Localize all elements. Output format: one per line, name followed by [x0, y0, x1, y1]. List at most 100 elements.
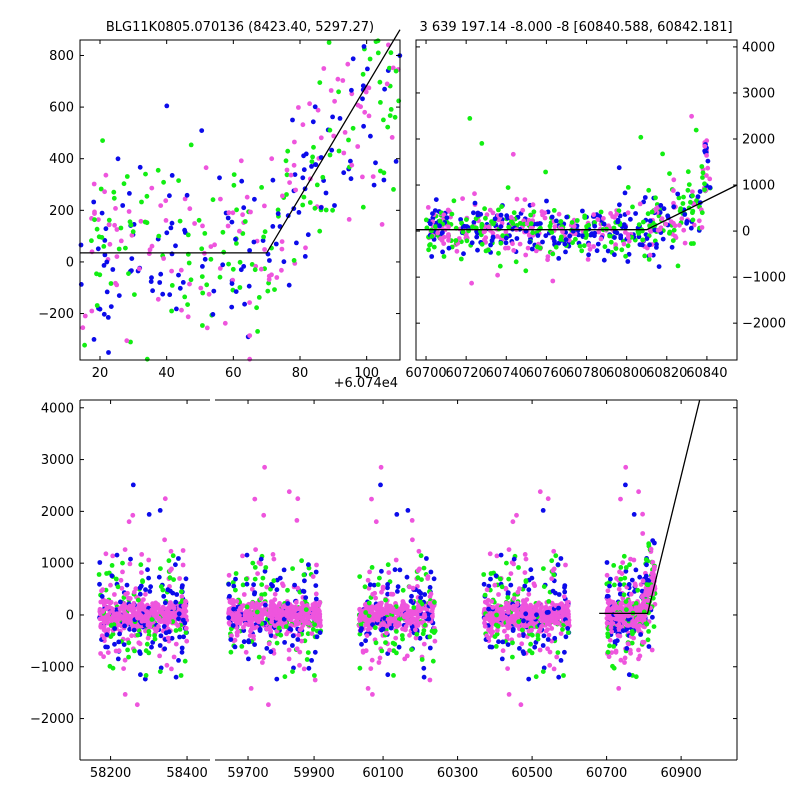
bottom-full-lightcurve-panel: 58200 58400 59700 59900 60100 60300 60500 60700…	[30, 399, 738, 781]
data-point-green	[144, 193, 150, 199]
data-point-green	[312, 673, 317, 678]
data-point-blue	[382, 86, 387, 92]
data-point-green	[252, 267, 258, 273]
data-point-green	[204, 282, 210, 288]
data-point-pink	[606, 614, 612, 620]
data-point-blue	[564, 214, 570, 220]
data-point-pink	[502, 605, 507, 611]
data-point-pink	[126, 519, 132, 525]
data-point-pink	[176, 607, 182, 613]
data-point-blue	[471, 210, 476, 216]
data-point-pink	[102, 189, 107, 195]
data-point-pink	[241, 616, 247, 622]
data-point-pink	[522, 197, 528, 203]
data-point-blue	[129, 256, 135, 261]
data-point-pink	[169, 666, 174, 672]
data-point-blue	[623, 568, 629, 574]
data-point-pink	[446, 232, 451, 237]
data-point-green	[592, 220, 598, 225]
data-point-green	[421, 565, 427, 571]
data-point-pink	[262, 464, 267, 470]
data-point-pink	[118, 577, 124, 583]
data-point-green	[252, 576, 258, 582]
data-point-pink	[539, 618, 545, 624]
data-point-pink	[279, 239, 285, 245]
data-point-blue	[305, 232, 311, 238]
data-point-blue	[167, 292, 173, 298]
data-point-blue	[367, 582, 373, 588]
data-point-pink	[234, 632, 240, 638]
data-point-pink	[530, 202, 536, 208]
data-point-blue	[116, 639, 122, 645]
data-point-green	[641, 219, 646, 225]
data-point-green	[467, 116, 473, 121]
y-tick-label: −200	[38, 307, 74, 322]
data-point-green	[671, 227, 677, 233]
data-point-pink	[157, 607, 163, 613]
data-point-pink	[559, 226, 565, 232]
data-point-pink	[494, 553, 500, 559]
data-point-pink	[226, 572, 232, 578]
data-point-pink	[183, 625, 189, 631]
data-point-blue	[217, 175, 222, 181]
data-point-pink	[564, 620, 570, 626]
data-point-blue	[95, 246, 101, 252]
data-point-pink	[636, 656, 641, 662]
data-point-pink	[420, 606, 426, 611]
data-point-pink	[668, 219, 674, 225]
data-point-blue	[409, 593, 414, 599]
data-point-blue	[244, 581, 250, 587]
data-point-blue	[360, 83, 366, 89]
data-point-blue	[360, 96, 365, 102]
data-point-blue	[282, 640, 287, 645]
data-point-blue	[91, 199, 97, 205]
data-point-blue	[292, 172, 298, 178]
data-point-blue	[78, 242, 84, 248]
data-point-green	[234, 207, 240, 213]
data-point-green	[385, 124, 391, 130]
data-point-green	[108, 623, 114, 628]
data-point-blue	[97, 581, 102, 587]
data-point-pink	[293, 187, 298, 193]
data-point-green	[299, 558, 304, 564]
data-point-pink	[184, 638, 190, 644]
data-point-pink	[545, 496, 551, 502]
data-point-pink	[101, 654, 106, 660]
data-point-pink	[672, 223, 678, 229]
data-point-green	[124, 174, 130, 179]
data-point-green	[394, 629, 399, 634]
data-point-blue	[475, 247, 480, 253]
data-point-green	[670, 238, 676, 244]
data-point-blue	[626, 582, 632, 587]
data-point-green	[309, 159, 315, 165]
data-point-green	[136, 627, 142, 633]
data-point-pink	[378, 464, 384, 470]
data-point-blue	[306, 562, 311, 568]
data-point-blue	[294, 240, 299, 246]
data-point-pink	[488, 618, 494, 624]
data-point-blue	[417, 635, 423, 641]
data-point-green	[143, 673, 149, 678]
data-point-green	[146, 629, 152, 634]
data-point-blue	[545, 637, 551, 642]
data-point-pink	[280, 581, 285, 587]
data-point-blue	[437, 223, 442, 229]
data-point-green	[523, 268, 529, 274]
data-point-blue	[211, 288, 217, 294]
data-point-pink	[301, 666, 307, 672]
data-point-pink	[482, 623, 488, 629]
data-point-pink	[240, 553, 245, 559]
data-point-green	[645, 211, 651, 217]
data-point-blue	[394, 512, 400, 517]
data-point-green	[301, 194, 307, 200]
data-point-blue	[639, 242, 645, 248]
data-point-green	[108, 634, 114, 639]
data-point-pink	[241, 624, 246, 630]
data-point-pink	[313, 591, 319, 597]
data-point-pink	[299, 626, 304, 631]
data-point-pink	[546, 632, 552, 638]
data-point-blue	[486, 606, 491, 612]
data-point-green	[169, 283, 175, 288]
data-point-pink	[539, 624, 544, 629]
data-point-pink	[523, 556, 529, 562]
